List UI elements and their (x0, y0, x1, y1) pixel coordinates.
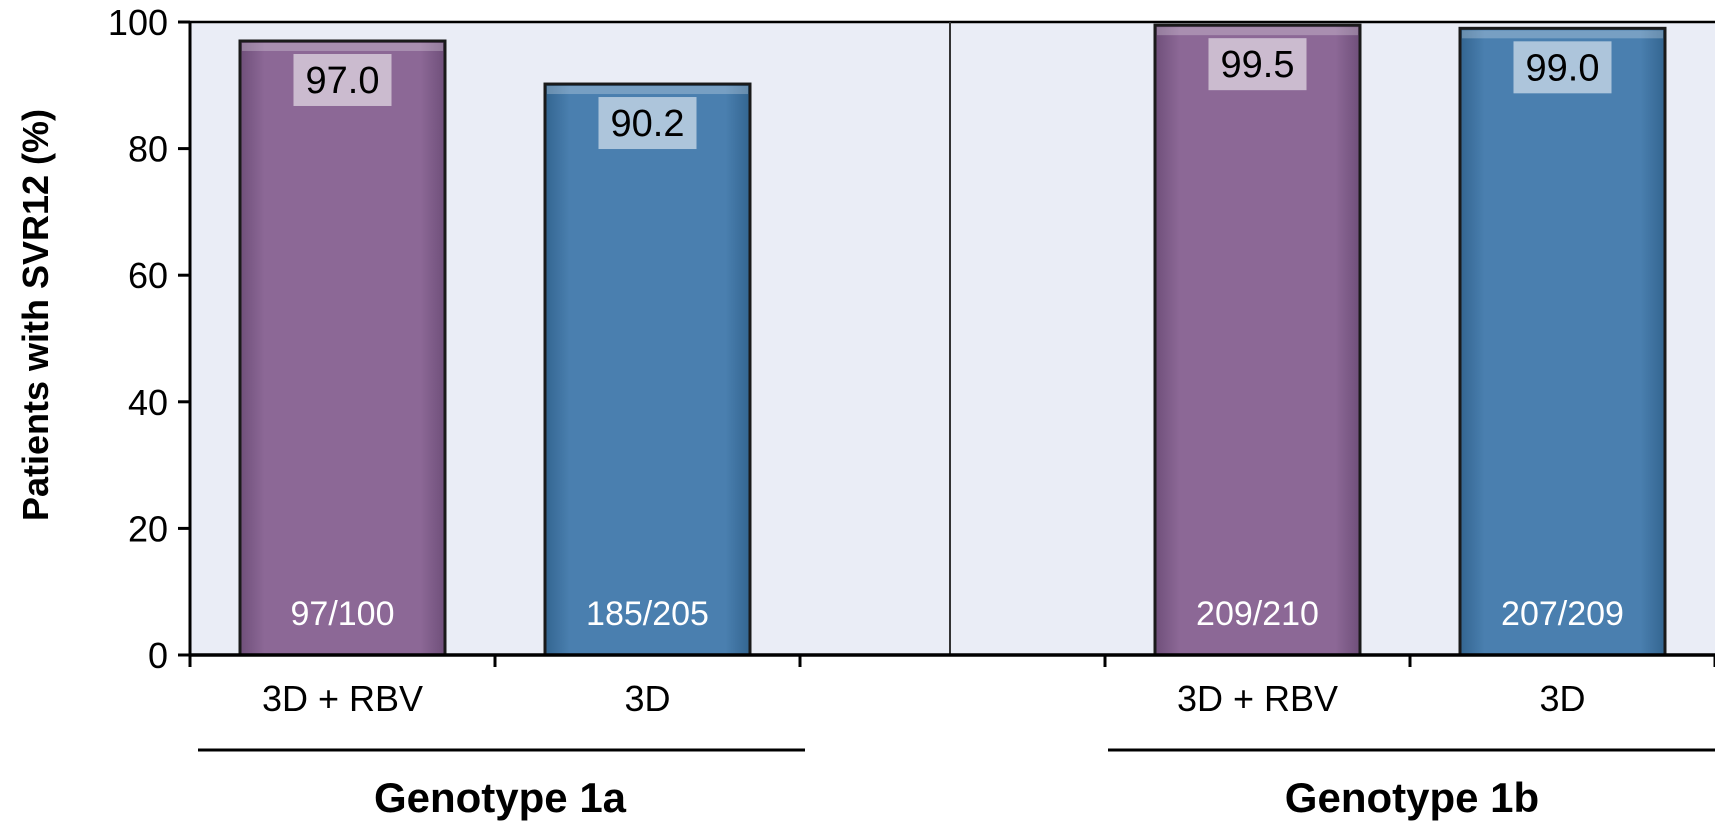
value-label-box (1513, 41, 1612, 94)
value-label-box (1208, 38, 1307, 91)
bar-highlight (242, 42, 443, 51)
bar-highlight (1462, 30, 1663, 39)
y-tick-label: 40 (128, 382, 168, 423)
group-label: Genotype 1a (374, 774, 627, 821)
count-label: 185/205 (586, 595, 709, 633)
count-label: 209/210 (1196, 595, 1319, 633)
y-axis-title: Patients with SVR12 (%) (15, 109, 56, 521)
y-tick-label: 60 (128, 255, 168, 296)
y-tick-label: 0 (148, 635, 168, 676)
category-label: 3D + RBV (1177, 678, 1338, 719)
bar (1153, 23, 1362, 657)
value-label: 99.0 (1526, 47, 1600, 89)
group-label: Genotype 1b (1285, 774, 1539, 821)
bar-highlight (547, 86, 748, 95)
count-label: 207/209 (1501, 595, 1624, 633)
count-label: 97/100 (291, 595, 395, 633)
y-tick-label: 20 (128, 508, 168, 549)
value-label: 99.5 (1221, 44, 1295, 86)
category-label: 3D (624, 678, 670, 719)
value-label: 90.2 (611, 103, 685, 145)
bar (543, 82, 752, 657)
y-tick-label: 80 (128, 129, 168, 170)
bar-highlight (1157, 27, 1358, 36)
bar (238, 39, 447, 657)
category-label: 3D + RBV (262, 678, 423, 719)
category-label: 3D (1539, 678, 1585, 719)
y-tick-label: 100 (108, 2, 168, 43)
bar (1458, 26, 1667, 657)
value-label-box (598, 97, 697, 150)
value-label-box (293, 53, 392, 106)
value-label: 97.0 (306, 60, 380, 102)
